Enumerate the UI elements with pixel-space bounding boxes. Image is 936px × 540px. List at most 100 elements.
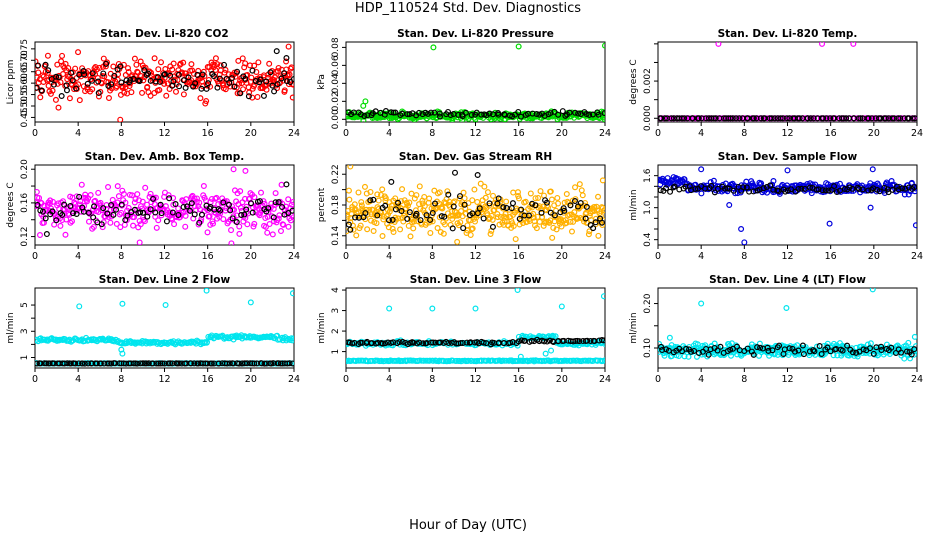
data-point	[712, 115, 719, 122]
data-point	[895, 115, 902, 122]
data-point	[679, 115, 686, 122]
data-point	[44, 52, 51, 59]
data-point	[237, 204, 244, 211]
data-point	[486, 110, 493, 117]
data-point	[49, 198, 56, 205]
data-point	[119, 187, 126, 194]
data-point	[163, 92, 170, 99]
data-point	[188, 200, 195, 207]
data-point	[142, 184, 149, 191]
data-point	[901, 355, 908, 362]
series	[346, 357, 605, 365]
x-tick-label: 4	[386, 128, 392, 139]
data-point	[429, 305, 436, 312]
data-point	[398, 198, 405, 205]
x-tick-label: 16	[825, 374, 837, 385]
data-point	[911, 184, 917, 191]
data-point	[850, 42, 857, 47]
y-axis-label: ml/min	[6, 312, 16, 343]
series	[346, 336, 605, 348]
chart-panel: Stan. Dev. Li-820 Pressure 0 4 8 12 16 20 24 0.0…	[317, 28, 611, 139]
data-point	[246, 89, 253, 96]
data-point	[97, 199, 104, 206]
data-point	[528, 337, 535, 344]
data-point	[55, 104, 62, 111]
data-point	[204, 339, 211, 346]
data-point	[530, 214, 537, 221]
data-point	[727, 115, 734, 122]
data-point	[283, 54, 290, 61]
data-point	[256, 198, 263, 205]
data-point	[456, 193, 463, 200]
data-point	[760, 185, 767, 192]
data-point	[405, 222, 412, 229]
data-point	[156, 87, 163, 94]
data-point	[410, 225, 417, 232]
data-point	[76, 303, 83, 310]
data-point	[580, 215, 587, 222]
data-point	[118, 79, 125, 86]
data-point	[234, 68, 241, 75]
data-point	[447, 112, 454, 119]
data-point	[228, 227, 235, 234]
data-point	[242, 60, 249, 67]
data-point	[73, 193, 80, 200]
data-point	[807, 115, 814, 122]
data-point	[416, 339, 423, 346]
data-point	[469, 225, 476, 232]
data-point	[585, 231, 592, 238]
data-point	[823, 115, 830, 122]
data-point	[147, 190, 154, 197]
data-point	[247, 360, 254, 367]
data-point	[740, 184, 747, 191]
data-point	[903, 348, 910, 355]
y-tick-label: 4	[331, 287, 341, 293]
data-point	[711, 189, 718, 196]
data-point	[208, 360, 215, 367]
data-point	[290, 214, 294, 221]
data-point	[436, 113, 443, 120]
data-point	[469, 197, 476, 204]
data-point	[235, 57, 242, 64]
data-point	[170, 195, 177, 202]
data-point	[105, 213, 112, 220]
data-point	[105, 95, 112, 102]
data-point	[801, 185, 808, 192]
data-point	[157, 201, 164, 208]
data-point	[76, 193, 83, 200]
data-point	[35, 188, 40, 195]
data-point	[357, 222, 364, 229]
data-point	[692, 185, 699, 192]
data-point	[36, 232, 43, 239]
data-point	[771, 115, 778, 122]
data-point	[188, 360, 195, 367]
data-point	[507, 339, 514, 346]
data-point	[544, 338, 551, 345]
data-point	[425, 110, 432, 117]
x-tick-label: 0	[655, 128, 661, 139]
data-point	[212, 55, 219, 62]
data-point	[474, 198, 481, 205]
series	[35, 48, 294, 100]
data-point	[546, 337, 553, 344]
data-point	[449, 215, 456, 222]
data-point	[446, 203, 453, 210]
data-point	[487, 231, 494, 238]
data-point	[236, 230, 243, 237]
data-point	[675, 353, 682, 360]
y-tick-label: 1	[331, 349, 341, 355]
x-tick-label: 12	[158, 374, 170, 385]
data-point	[162, 302, 169, 309]
data-point	[355, 189, 362, 196]
data-point	[288, 201, 294, 208]
x-tick-label: 0	[655, 251, 661, 262]
data-point	[819, 187, 826, 194]
y-tick-label: 0.60	[20, 73, 30, 93]
data-point	[714, 185, 721, 192]
data-point	[865, 187, 872, 194]
data-point	[143, 71, 150, 78]
data-point	[816, 343, 823, 350]
x-tick-label: 12	[158, 128, 170, 139]
data-point	[169, 360, 176, 367]
data-point	[97, 360, 104, 367]
